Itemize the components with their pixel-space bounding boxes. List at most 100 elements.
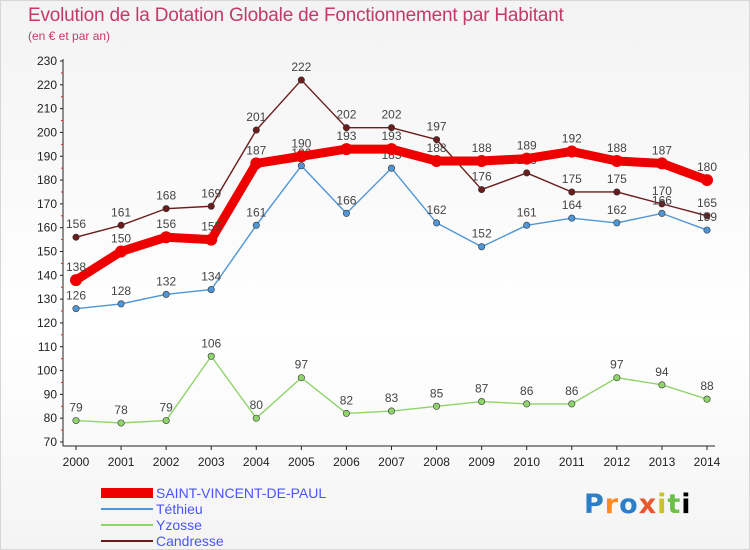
legend-swatch	[101, 524, 153, 526]
data-label: 193	[336, 129, 356, 143]
data-point	[568, 214, 576, 222]
data-label: 88	[700, 379, 714, 393]
data-point	[342, 124, 350, 132]
data-label: 187	[652, 143, 672, 157]
data-point	[523, 169, 531, 177]
data-point	[297, 162, 305, 170]
logo-letter: x	[638, 489, 658, 520]
data-label: 180	[697, 160, 717, 174]
data-label: 166	[336, 193, 356, 207]
data-point	[523, 221, 531, 229]
data-label: 193	[381, 129, 401, 143]
data-point	[252, 126, 260, 134]
data-point	[342, 209, 350, 217]
data-label: 175	[562, 172, 582, 186]
data-label: 222	[291, 60, 311, 74]
legend-label: Téthieu	[156, 501, 203, 517]
data-label: 87	[475, 382, 489, 396]
data-point	[117, 419, 125, 427]
data-label: 85	[430, 386, 444, 400]
x-tick-label: 2005	[288, 455, 315, 469]
data-point	[613, 219, 621, 227]
data-label: 132	[156, 274, 176, 288]
data-point	[162, 290, 170, 298]
data-label: 83	[385, 391, 399, 405]
data-label: 134	[201, 270, 221, 284]
data-point	[297, 76, 305, 84]
legend-swatch	[101, 540, 153, 542]
y-tick-label: 160	[37, 221, 57, 235]
x-tick-label: 2007	[378, 455, 405, 469]
data-label: 79	[159, 401, 173, 415]
data-point	[433, 402, 441, 410]
data-label: 162	[607, 203, 627, 217]
data-point	[658, 381, 666, 389]
data-label: 188	[607, 141, 627, 155]
x-tick-label: 2014	[694, 455, 721, 469]
data-point	[297, 374, 305, 382]
data-label: 176	[472, 170, 492, 184]
x-tick-label: 2000	[63, 455, 90, 469]
data-label: 86	[520, 384, 534, 398]
data-point	[658, 200, 666, 208]
data-point	[387, 407, 395, 415]
data-point	[520, 152, 533, 165]
data-label: 152	[472, 227, 492, 241]
data-point	[478, 243, 486, 251]
legend-label: SAINT-VINCENT-DE-PAUL	[156, 485, 327, 501]
data-label: 202	[336, 108, 356, 122]
data-label: 128	[111, 284, 131, 298]
data-label: 175	[607, 172, 627, 186]
legend-swatch	[101, 508, 153, 510]
x-tick-label: 2013	[649, 455, 676, 469]
y-tick-label: 200	[37, 125, 57, 139]
y-tick-label: 210	[37, 102, 57, 116]
x-tick-label: 2003	[198, 455, 225, 469]
data-point	[655, 157, 668, 170]
data-label: 188	[427, 141, 447, 155]
data-point	[523, 400, 531, 408]
y-tick-label: 100	[37, 364, 57, 378]
data-label: 169	[201, 186, 221, 200]
data-label: 202	[381, 108, 401, 122]
logo-letter: r	[604, 489, 620, 520]
data-point	[613, 374, 621, 382]
legend-label: Candresse	[156, 533, 224, 549]
y-tick-label: 180	[37, 173, 57, 187]
data-point	[430, 155, 443, 168]
data-label: 78	[114, 403, 128, 417]
data-label: 138	[66, 260, 86, 274]
data-point	[701, 174, 713, 187]
logo-letter: t	[667, 489, 682, 520]
data-label: 82	[340, 393, 354, 407]
data-point	[115, 245, 128, 258]
logo-letter: i	[681, 489, 692, 520]
data-point	[433, 219, 441, 227]
data-label: 97	[610, 358, 624, 372]
data-point	[162, 205, 170, 213]
data-label: 168	[156, 189, 176, 203]
data-point	[568, 188, 576, 196]
data-point	[117, 221, 125, 229]
y-tick-label: 80	[44, 411, 58, 425]
data-label: 164	[562, 198, 582, 212]
data-label: 197	[427, 120, 447, 134]
data-point	[340, 143, 353, 156]
data-label: 86	[565, 384, 579, 398]
data-label: 156	[156, 217, 176, 231]
y-tick-label: 170	[37, 197, 57, 211]
x-tick-label: 2012	[604, 455, 631, 469]
data-point	[72, 233, 80, 241]
y-tick-label: 120	[37, 316, 57, 330]
y-tick-label: 190	[37, 149, 57, 163]
x-tick-label: 2004	[243, 455, 270, 469]
data-point	[568, 400, 576, 408]
y-tick-label: 140	[37, 268, 57, 282]
y-tick-label: 110	[38, 340, 57, 354]
x-tick-label: 2009	[468, 455, 495, 469]
legend-label: Yzosse	[156, 517, 202, 533]
y-tick-label: 70	[44, 435, 58, 449]
data-label: 201	[246, 110, 266, 124]
